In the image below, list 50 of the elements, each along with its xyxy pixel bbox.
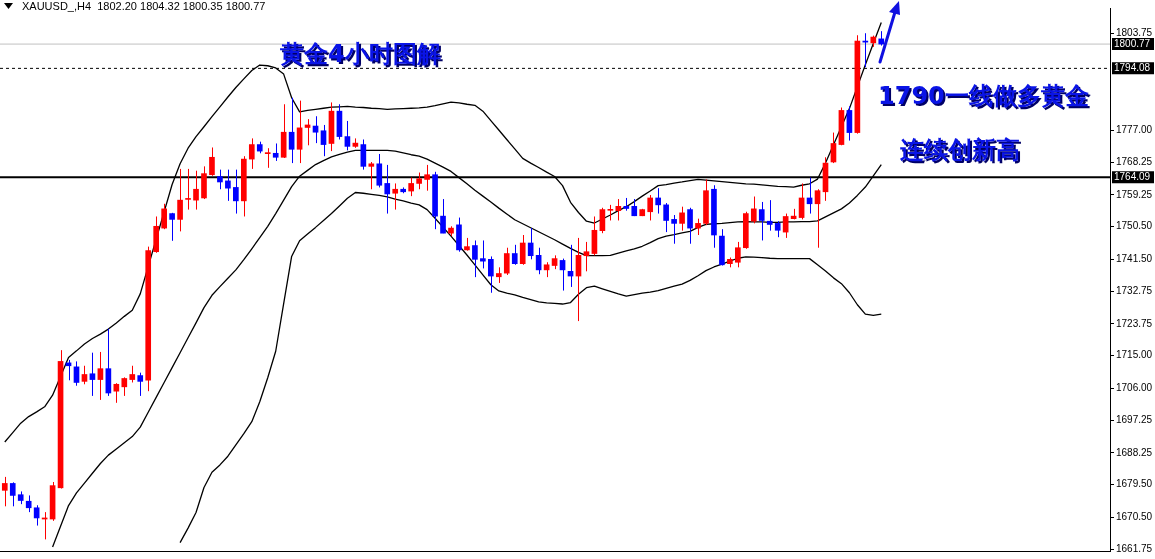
- candlestick: [1, 476, 8, 507]
- candlestick: [368, 161, 375, 190]
- y-tick-label: 1768.25: [1116, 155, 1153, 167]
- candlestick: [639, 208, 646, 217]
- candlestick: [137, 372, 144, 397]
- y-tick-label: 1715.00: [1116, 349, 1153, 361]
- y-tick-label: 1732.75: [1116, 284, 1153, 296]
- candlestick: [735, 241, 741, 268]
- annotation: 黄金4小时图解: [280, 39, 441, 70]
- candlestick: [264, 147, 271, 169]
- y-tick-label: 1697.25: [1116, 413, 1153, 425]
- candlestick: [392, 182, 399, 211]
- candlestick: [169, 212, 175, 242]
- candlestick: [623, 197, 630, 212]
- y-tick-label: 1723.75: [1116, 317, 1153, 329]
- y-tick-label: 1777.00: [1116, 124, 1153, 136]
- candlestick: [758, 201, 765, 241]
- candlestick: [671, 214, 677, 245]
- candlestick: [129, 365, 136, 383]
- y-tick-label: 1679.50: [1116, 478, 1153, 490]
- candlestick: [703, 178, 709, 226]
- ref-line-label: 1800.77: [1114, 37, 1151, 49]
- text: 连续创新高: [900, 135, 1020, 166]
- candlestick: [495, 266, 502, 284]
- candlestick: [424, 164, 430, 192]
- candlestick: [511, 244, 518, 266]
- annotation: 1790一线做多黄金: [878, 81, 1089, 112]
- candlestick: [774, 220, 781, 238]
- candlestick: [9, 481, 16, 507]
- y-tick-label: 1688.25: [1116, 446, 1153, 458]
- candlestick: [17, 490, 24, 505]
- candlestick: [376, 153, 383, 188]
- y-tick-label: 1750.50: [1116, 220, 1153, 232]
- y-tick-label: 1759.25: [1116, 188, 1153, 200]
- candlestick: [185, 168, 191, 211]
- y-tick-label: 1706.00: [1116, 382, 1153, 394]
- chart-title: XAUUSD_,H4 1802.20 1804.32 1800.35 1800.77: [22, 0, 266, 12]
- candlestick: [464, 237, 470, 252]
- candlestick: [472, 239, 478, 278]
- y-tick-label: 1741.50: [1116, 253, 1153, 265]
- y-tick-label: 1803.75: [1116, 26, 1153, 38]
- ref-line-label: 1764.09: [1114, 171, 1151, 183]
- ref-line-label: 1794.08: [1114, 62, 1151, 74]
- y-tick-label: 1670.50: [1116, 510, 1153, 522]
- candlestick: [272, 142, 279, 162]
- candlestick: [448, 225, 454, 237]
- y-tick-label: 1661.75: [1116, 542, 1153, 554]
- candlestick: [416, 172, 422, 190]
- candlestick: [440, 198, 446, 234]
- candlestick: [766, 199, 773, 232]
